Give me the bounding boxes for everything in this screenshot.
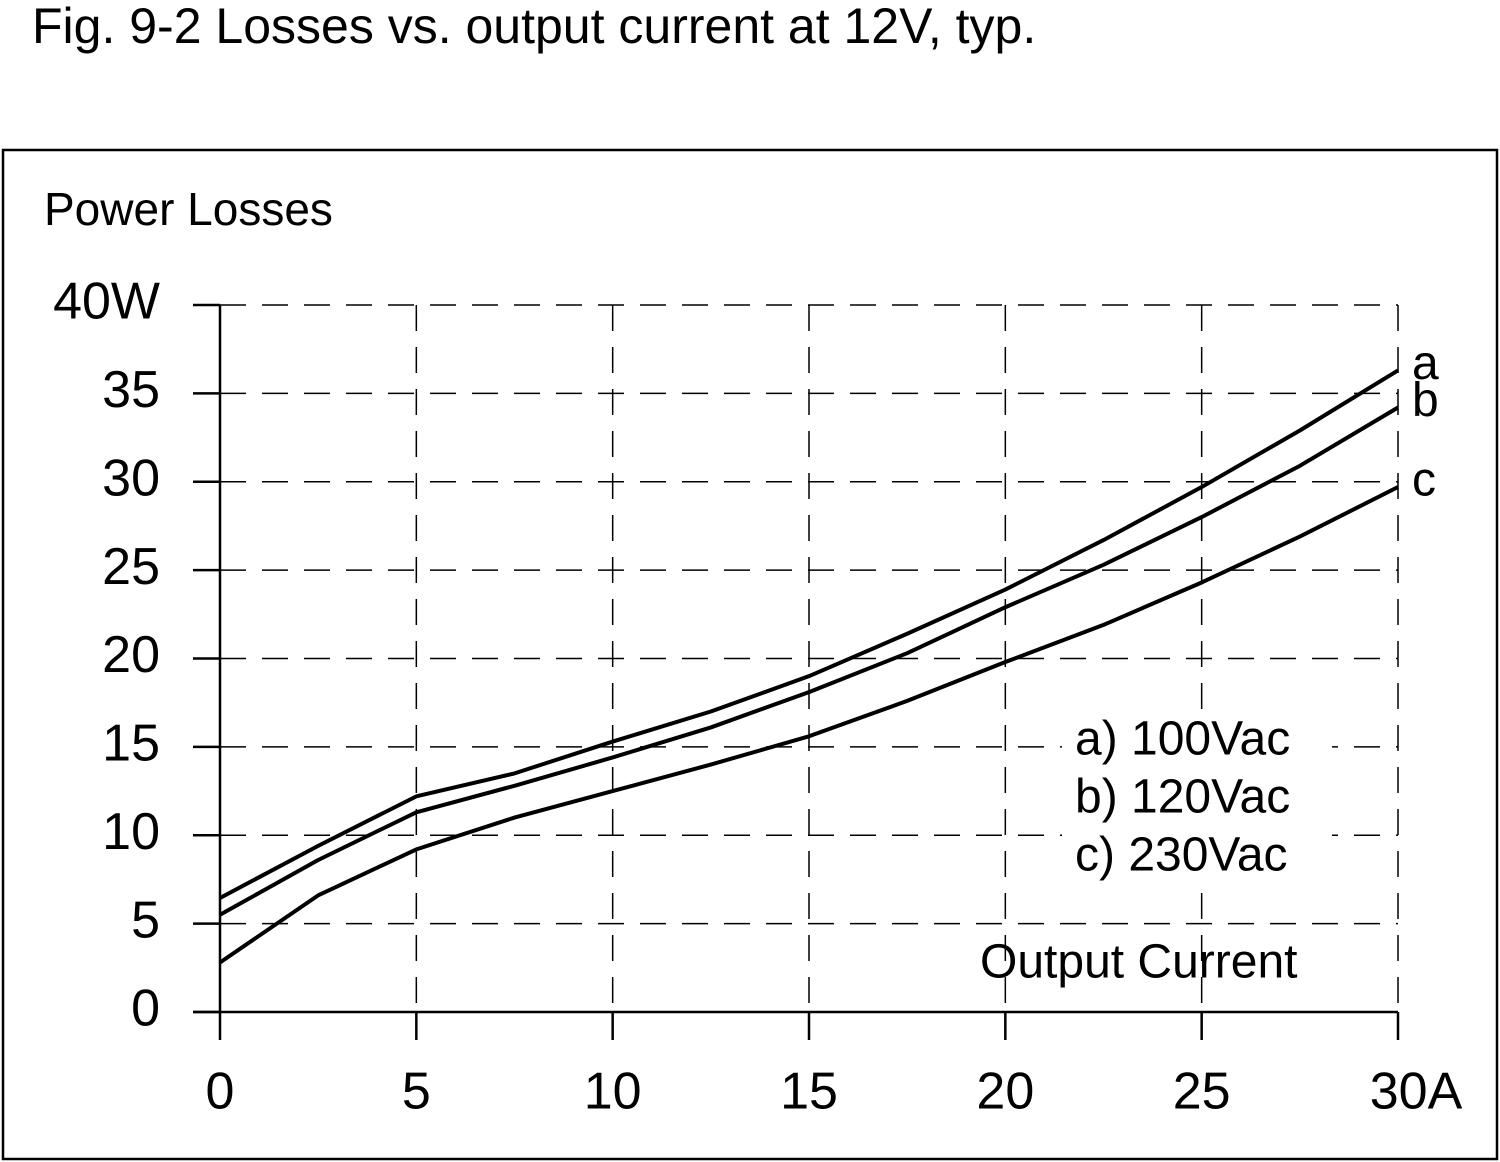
x-tick-label: 30A xyxy=(1370,1063,1463,1121)
y-tick-label: 25 xyxy=(102,538,160,596)
line-end-label: a xyxy=(1412,337,1439,390)
x-tick-label: 5 xyxy=(402,1063,431,1121)
x-axis-label: Output Current xyxy=(980,936,1297,989)
x-tick-label: 25 xyxy=(1173,1063,1231,1121)
x-tick-label: 15 xyxy=(780,1063,838,1121)
y-tick-label: 15 xyxy=(102,715,160,773)
y-tick-label: 35 xyxy=(102,361,160,419)
chart-title: Fig. 9-2 Losses vs. output current at 12… xyxy=(32,0,1036,54)
series-line xyxy=(218,485,1399,965)
series-line xyxy=(219,368,1400,900)
x-tick-label: 20 xyxy=(976,1063,1034,1121)
y-tick-label: 10 xyxy=(102,803,160,861)
line-end-label: b xyxy=(1412,374,1439,427)
legend-entry: a) 100Vac xyxy=(1075,713,1290,766)
y-tick-label: 40W xyxy=(53,273,160,331)
legend-background xyxy=(1062,712,1332,890)
x-tick-label: 0 xyxy=(206,1063,235,1121)
series-line xyxy=(219,405,1400,917)
chart-frame xyxy=(1,148,1499,1161)
y-tick-label: 0 xyxy=(131,980,160,1038)
line-end-label: c xyxy=(1412,454,1436,507)
y-tick-label: 30 xyxy=(102,449,160,507)
y-tick-label: 20 xyxy=(102,626,160,684)
y-axis-label: Power Losses xyxy=(44,183,333,235)
legend-entry: c) 230Vac xyxy=(1075,829,1288,882)
y-tick-label: 5 xyxy=(131,891,160,949)
legend-entry: b) 120Vac xyxy=(1075,771,1290,824)
x-tick-label: 10 xyxy=(584,1063,642,1121)
